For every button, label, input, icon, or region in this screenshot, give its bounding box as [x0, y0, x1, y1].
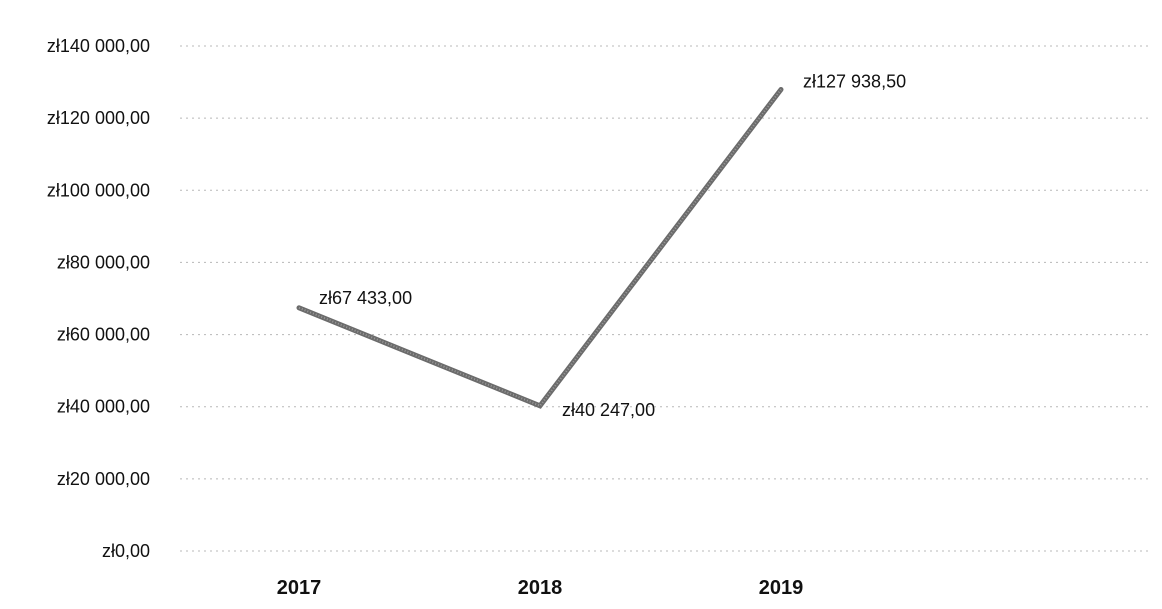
y-tick-label: zł60 000,00	[57, 325, 150, 345]
x-tick-label: 2019	[759, 577, 804, 599]
data-labels: zł67 433,00 zł40 247,00 zł127 938,50	[319, 72, 906, 420]
y-tick-label: zł80 000,00	[57, 252, 150, 272]
y-tick-label: zł120 000,00	[47, 108, 150, 128]
x-tick-label: 2018	[518, 577, 563, 599]
x-tick-label: 2017	[277, 577, 322, 599]
series-line	[296, 87, 784, 409]
y-tick-label: zł20 000,00	[57, 469, 150, 489]
y-axis-tick-labels: zł0,00 zł20 000,00 zł40 000,00 zł60 000,00 z…	[47, 36, 150, 561]
y-tick-label: zł140 000,00	[47, 36, 150, 56]
y-tick-label: zł40 000,00	[57, 397, 150, 417]
y-tick-label: zł100 000,00	[47, 180, 150, 200]
data-label: zł127 938,50	[803, 72, 906, 92]
data-label: zł67 433,00	[319, 288, 412, 308]
data-label: zł40 247,00	[562, 400, 655, 420]
x-axis-category-labels: 2017 2018 2019	[277, 577, 804, 599]
series-line-group	[296, 87, 784, 409]
series-line-texture	[298, 88, 782, 408]
y-tick-label: zł0,00	[102, 541, 150, 561]
